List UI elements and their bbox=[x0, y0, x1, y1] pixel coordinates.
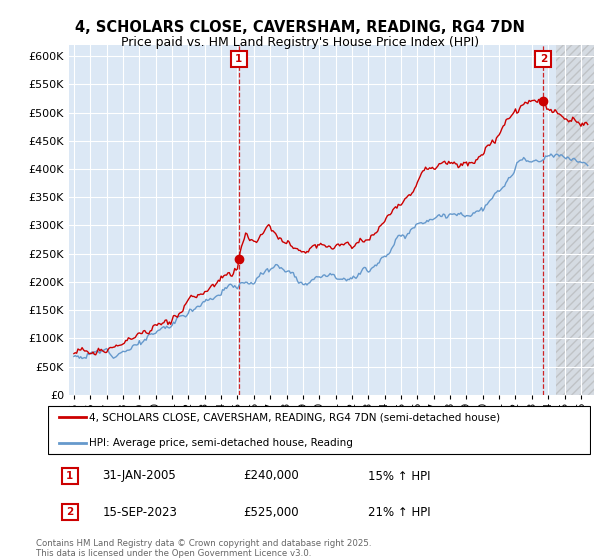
Bar bbox=[556, 45, 597, 395]
Text: 21% ↑ HPI: 21% ↑ HPI bbox=[368, 506, 431, 519]
Text: HPI: Average price, semi-detached house, Reading: HPI: Average price, semi-detached house,… bbox=[89, 437, 353, 447]
Text: Price paid vs. HM Land Registry's House Price Index (HPI): Price paid vs. HM Land Registry's House … bbox=[121, 36, 479, 49]
FancyBboxPatch shape bbox=[48, 405, 590, 454]
Text: £240,000: £240,000 bbox=[244, 469, 299, 483]
Text: 4, SCHOLARS CLOSE, CAVERSHAM, READING, RG4 7DN (semi-detached house): 4, SCHOLARS CLOSE, CAVERSHAM, READING, R… bbox=[89, 412, 500, 422]
Text: 2: 2 bbox=[66, 507, 73, 517]
Text: 15-SEP-2023: 15-SEP-2023 bbox=[103, 506, 177, 519]
Text: 1: 1 bbox=[66, 471, 73, 481]
Text: Contains HM Land Registry data © Crown copyright and database right 2025.
This d: Contains HM Land Registry data © Crown c… bbox=[36, 539, 371, 558]
Text: 31-JAN-2005: 31-JAN-2005 bbox=[103, 469, 176, 483]
Text: 2: 2 bbox=[540, 54, 547, 64]
Text: 15% ↑ HPI: 15% ↑ HPI bbox=[368, 469, 431, 483]
Text: £525,000: £525,000 bbox=[244, 506, 299, 519]
Text: 4, SCHOLARS CLOSE, CAVERSHAM, READING, RG4 7DN: 4, SCHOLARS CLOSE, CAVERSHAM, READING, R… bbox=[75, 20, 525, 35]
Text: 1: 1 bbox=[235, 54, 242, 64]
